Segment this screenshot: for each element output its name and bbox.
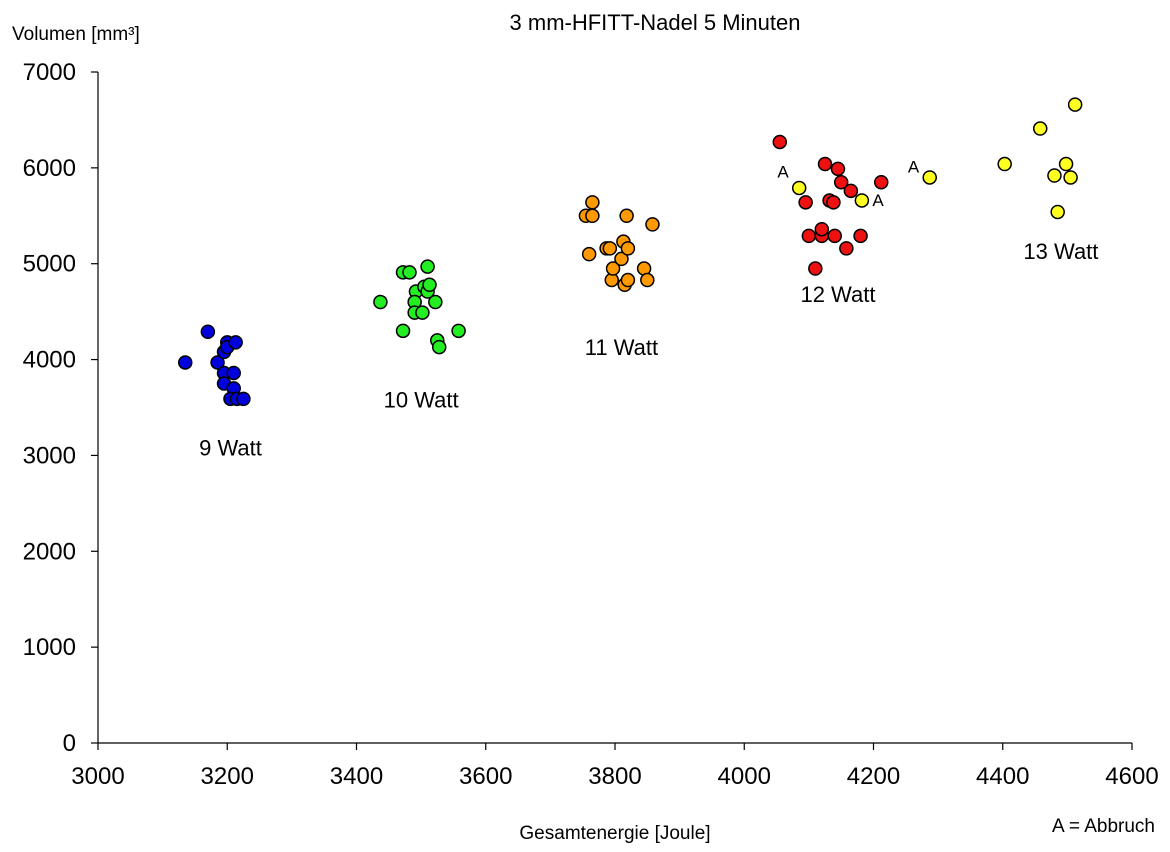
y-tick-label: 3000 xyxy=(23,442,76,469)
x-axis-title: Gesamtenergie [Joule] xyxy=(519,823,710,844)
data-point xyxy=(431,339,447,355)
y-tick-label: 4000 xyxy=(23,347,76,374)
data-point xyxy=(177,355,193,370)
data-point xyxy=(997,156,1012,172)
data-point xyxy=(839,241,854,256)
data-point xyxy=(620,272,636,288)
data-point xyxy=(451,323,466,339)
y-tick-label: 2000 xyxy=(23,538,76,565)
group-label: 13 Watt xyxy=(1023,239,1098,264)
data-point xyxy=(605,261,621,276)
data-point xyxy=(1067,97,1083,112)
data-point xyxy=(1032,121,1048,136)
data-point xyxy=(817,156,833,172)
data-point xyxy=(236,391,251,407)
data-point xyxy=(581,246,597,262)
data-point xyxy=(373,294,388,310)
x-tick-label: 4600 xyxy=(1105,763,1158,790)
data-point xyxy=(854,193,870,208)
data-point xyxy=(798,195,813,210)
data-point xyxy=(640,272,655,288)
y-tick-label: 5000 xyxy=(23,251,76,278)
y-tick-label: 0 xyxy=(63,730,76,757)
data-point xyxy=(210,355,225,370)
data-point xyxy=(228,335,243,350)
data-point xyxy=(827,228,842,244)
y-tick-label: 6000 xyxy=(23,155,76,182)
chart-title: 3 mm-HFITT-Nadel 5 Minuten xyxy=(510,10,801,35)
x-tick-label: 3400 xyxy=(330,763,383,790)
data-point xyxy=(420,259,435,274)
x-tick-label: 3800 xyxy=(588,763,641,790)
data-point xyxy=(922,170,937,185)
group-label: 12 Watt xyxy=(800,282,875,307)
data-point xyxy=(402,265,417,280)
data-point xyxy=(619,208,634,224)
data-point xyxy=(620,241,636,256)
data-point xyxy=(200,324,216,340)
abort-marker: A xyxy=(777,162,789,181)
data-point xyxy=(791,180,807,196)
data-point xyxy=(585,208,600,224)
y-tick-label: 1000 xyxy=(23,634,76,661)
data-point xyxy=(602,241,618,256)
y-tick-label: 7000 xyxy=(23,59,76,86)
group-label: 9 Watt xyxy=(199,435,262,460)
data-point xyxy=(428,294,443,310)
series-11-watt xyxy=(578,195,660,293)
data-point xyxy=(1047,168,1062,183)
data-point xyxy=(1063,170,1078,185)
data-point xyxy=(585,195,600,210)
data-point xyxy=(808,261,823,276)
group-label: 10 Watt xyxy=(384,388,459,413)
series-10-watt xyxy=(373,259,466,355)
data-point xyxy=(874,174,889,190)
series-9-watt xyxy=(177,324,251,407)
group-label: 11 Watt xyxy=(585,335,658,360)
axes: 0 1000 2000 3000 4000 5000 6000 7000 3000 3200 340… xyxy=(23,59,1159,790)
data-point xyxy=(1050,204,1065,220)
data-point xyxy=(395,323,411,339)
data-point xyxy=(645,217,660,232)
data-point xyxy=(1058,156,1074,172)
data-point xyxy=(830,161,846,177)
abort-footnote: A = Abbruch xyxy=(1052,816,1155,837)
data-point xyxy=(826,195,841,210)
abort-marker: A xyxy=(872,191,884,210)
group-labels: 9 Watt 10 Watt 11 Watt 12 Watt 13 Watt A A A xyxy=(199,158,1098,461)
data-point xyxy=(833,174,849,190)
data-point xyxy=(801,228,817,244)
data-point xyxy=(415,305,430,320)
data-point xyxy=(772,134,788,150)
series-12-watt xyxy=(772,134,889,276)
abort-marker: A xyxy=(908,158,920,177)
x-tick-label: 3600 xyxy=(459,763,512,790)
data-point xyxy=(814,221,830,237)
data-point xyxy=(853,228,868,244)
x-tick-label: 3200 xyxy=(201,763,254,790)
data-point xyxy=(843,183,859,199)
y-axis-title: Volumen [mm³] xyxy=(12,24,140,45)
series-13-watt xyxy=(791,97,1083,220)
x-tick-label: 4200 xyxy=(847,763,900,790)
data-point xyxy=(422,277,437,293)
x-tick-label: 3000 xyxy=(71,763,124,790)
x-tick-label: 4400 xyxy=(976,763,1029,790)
data-points xyxy=(177,97,1083,407)
data-point xyxy=(226,365,241,381)
x-tick-label: 4000 xyxy=(718,763,771,790)
data-point xyxy=(614,251,629,267)
